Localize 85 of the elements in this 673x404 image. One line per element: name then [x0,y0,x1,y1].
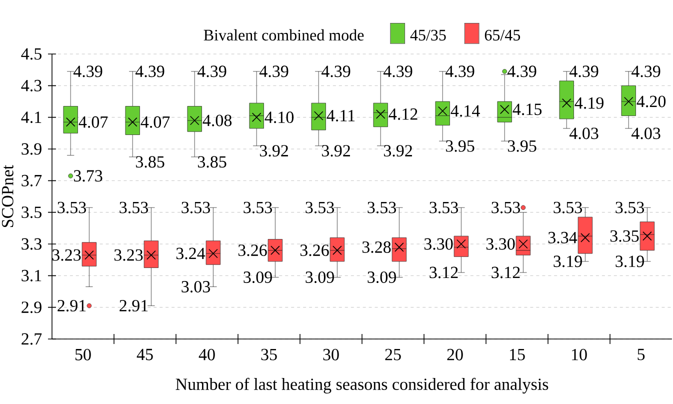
annotation: 3.53 [616,202,644,214]
annotation: 4.39 [73,66,102,78]
annotation: 4.03 [570,128,598,140]
annotation: 3.53 [554,202,582,214]
annotation: 3.92 [322,145,350,157]
x-tick-label: 15 [510,348,525,360]
y-tick-label: 4.3 [21,80,42,92]
annotation: 4.08 [202,114,232,126]
annotation: 4.19 [574,97,604,109]
annotation: 3.19 [554,256,582,268]
y-tick-label: 3.5 [22,206,42,218]
annotation: 3.53 [244,202,272,214]
y-tick-label: 4.1 [21,112,42,124]
annotation: 3.09 [244,271,272,284]
annotation: 3.53 [182,202,210,214]
y-tick-label: 3.7 [22,174,42,186]
annotation: 4.39 [135,66,164,78]
annotation: 3.85 [198,156,226,168]
annotation: 3.24 [176,248,206,260]
annotation: 2.91 [120,300,148,312]
annotation: 4.39 [632,66,660,78]
annotation: 3.73 [74,170,102,182]
annotation: 3.85 [136,156,164,168]
annotation: 3.34 [548,232,578,244]
annotation: 3.19 [616,256,644,268]
annotation: 3.95 [508,140,536,152]
y-tick-label: 3.1 [22,270,42,282]
annotation: 4.39 [321,66,350,78]
annotation: 3.92 [260,145,288,157]
annotation: 3.53 [58,202,86,214]
annotation: 3.53 [430,202,458,214]
annotation: 4.39 [197,66,226,78]
annotation: 4.03 [632,128,660,140]
x-tick-label: 5 [638,348,645,360]
annotation: 4.11 [326,110,355,122]
legend-title: Bivalent combined mode [204,29,364,41]
annotation: 3.53 [492,202,520,214]
annotation: 3.26 [238,244,267,256]
x-tick-label: 10 [572,348,587,360]
annotation: 4.14 [450,105,480,117]
x-tick-label: 40 [198,348,215,360]
y-tick-label: 3.9 [22,143,42,155]
annotation: 3.09 [368,271,396,284]
annotation: 4.20 [636,96,666,108]
annotation: 3.35 [610,230,639,242]
annotation: 3.53 [120,202,148,214]
annotation: 4.39 [507,66,536,78]
annotation: 3.53 [306,202,334,214]
x-tick-label: 35 [261,348,277,360]
annotation: 4.39 [445,66,474,78]
annotation: 4.10 [264,112,294,124]
annotation: 3.23 [114,249,143,261]
annotation: 3.95 [446,140,474,152]
annotation: 3.03 [182,280,210,293]
annotation: 3.92 [384,145,412,157]
annotation: 3.53 [368,202,396,214]
annotation: 3.23 [52,249,81,261]
y-axis-title: SCOPnet [2,164,14,228]
annotation: 4.07 [140,116,170,128]
annotation: 2.91 [58,300,86,312]
annotation: 3.12 [492,266,520,278]
annotation: 4.39 [383,66,412,78]
annotation: 3.09 [306,271,334,284]
x-tick-label: 30 [323,348,339,360]
annotation: 4.39 [570,66,598,78]
annotation: 3.30 [486,238,515,250]
legend-label: 65/45 [484,30,520,41]
annotation: 4.07 [78,116,108,128]
x-tick-label: 20 [447,348,463,360]
y-tick-label: 2.9 [22,302,42,314]
y-tick-label: 2.7 [22,333,42,345]
annotation: 3.12 [430,266,458,278]
annotation: 4.15 [512,104,542,116]
x-axis-title: Number of last heating seasons considered for analysis [176,378,548,394]
annotation: 4.12 [388,108,418,120]
x-tick-label: 45 [136,348,153,360]
x-tick-label: 25 [385,348,401,360]
annotation: 3.26 [300,244,329,256]
y-tick-label: 3.3 [22,238,42,250]
x-tick-label: 50 [75,348,91,360]
legend-label: 45/35 [410,30,446,41]
annotation: 4.39 [259,66,288,78]
y-tick-label: 4.5 [21,48,42,60]
annotation: 3.30 [424,238,453,250]
annotation: 3.28 [362,241,391,253]
